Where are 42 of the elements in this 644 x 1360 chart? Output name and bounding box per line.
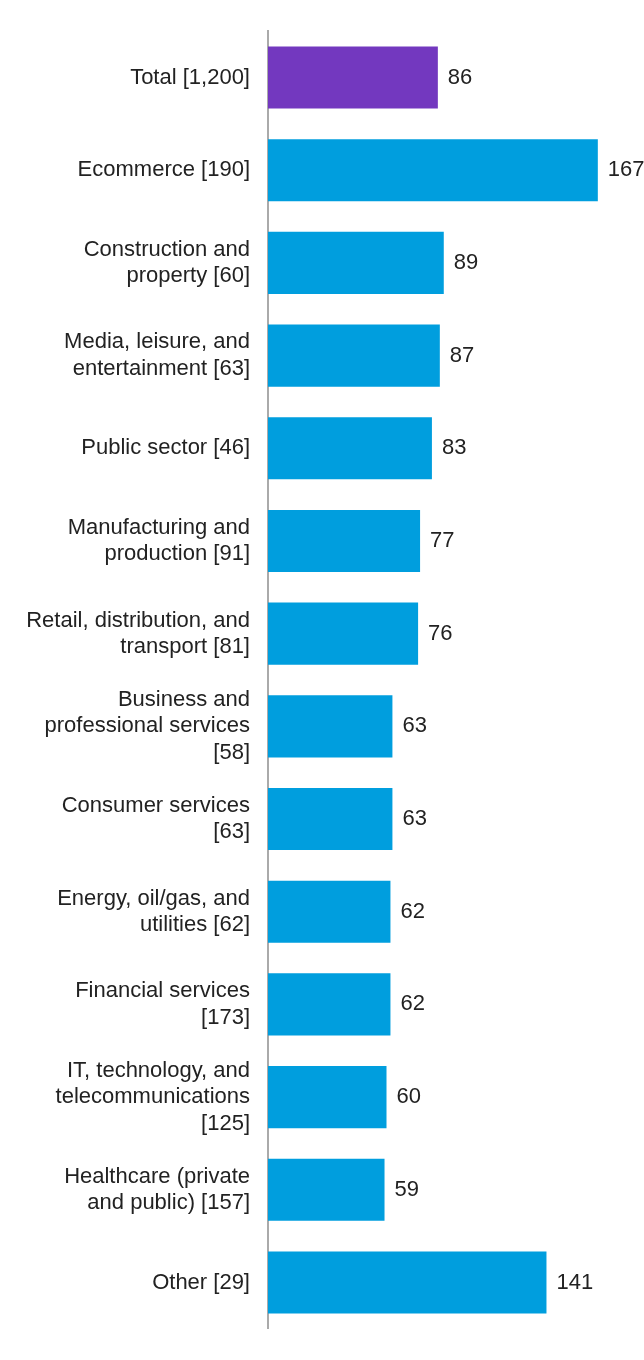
- bar: [268, 509, 421, 573]
- y-tick-label: Consumer services [63]: [61, 791, 250, 844]
- y-tick-label: Construction and property [60]: [83, 235, 250, 288]
- data-label: 89: [453, 248, 479, 274]
- bar: [268, 46, 438, 109]
- bar: [268, 1066, 387, 1129]
- bar: [268, 1158, 385, 1221]
- data-label: 62: [400, 990, 425, 1016]
- y-tick-label: Business and professional services [58]: [44, 686, 250, 764]
- y-tick-label: Media, leisure, and entertainment [63]: [64, 328, 250, 380]
- bar: [268, 602, 419, 665]
- data-label: 87: [449, 341, 475, 367]
- y-tick-label: Public sector [46]: [81, 434, 250, 460]
- y-tick-label: Retail, distribution, and transport [81]: [26, 606, 250, 658]
- y-tick-label: IT, technology, and telecommunications [125]: [55, 1056, 250, 1135]
- y-tick-label: Energy, oil/gas, and utilities [62]: [57, 884, 250, 936]
- data-label: 62: [400, 897, 425, 923]
- data-label: 63: [402, 712, 427, 738]
- y-tick-label: Financial services [173]: [75, 977, 250, 1029]
- data-label: 141: [556, 1268, 594, 1294]
- data-label: 77: [430, 527, 455, 553]
- y-tick-label: Other [29]: [152, 1268, 250, 1294]
- data-label: 86: [447, 63, 473, 89]
- data-label: 63: [402, 805, 427, 831]
- y-tick-label: Manufacturing and production [91]: [67, 513, 250, 566]
- bar: [268, 1251, 547, 1314]
- y-tick-label: Ecommerce [190]: [77, 156, 250, 182]
- bar: [268, 324, 440, 387]
- bar: [268, 880, 391, 943]
- data-label: 167: [607, 156, 644, 182]
- bar: [268, 417, 432, 480]
- bar: [268, 231, 444, 294]
- bar: [268, 695, 393, 758]
- y-tick-label: Healthcare (private and public) [157]: [64, 1162, 250, 1215]
- bar: [268, 973, 391, 1036]
- data-label: 60: [396, 1083, 421, 1109]
- data-label: 59: [394, 1175, 420, 1201]
- bar: [268, 139, 598, 202]
- data-label: 83: [441, 434, 467, 460]
- y-tick-label: Total [1,200]: [130, 63, 250, 89]
- bar: [268, 787, 393, 851]
- data-label: 76: [428, 619, 453, 645]
